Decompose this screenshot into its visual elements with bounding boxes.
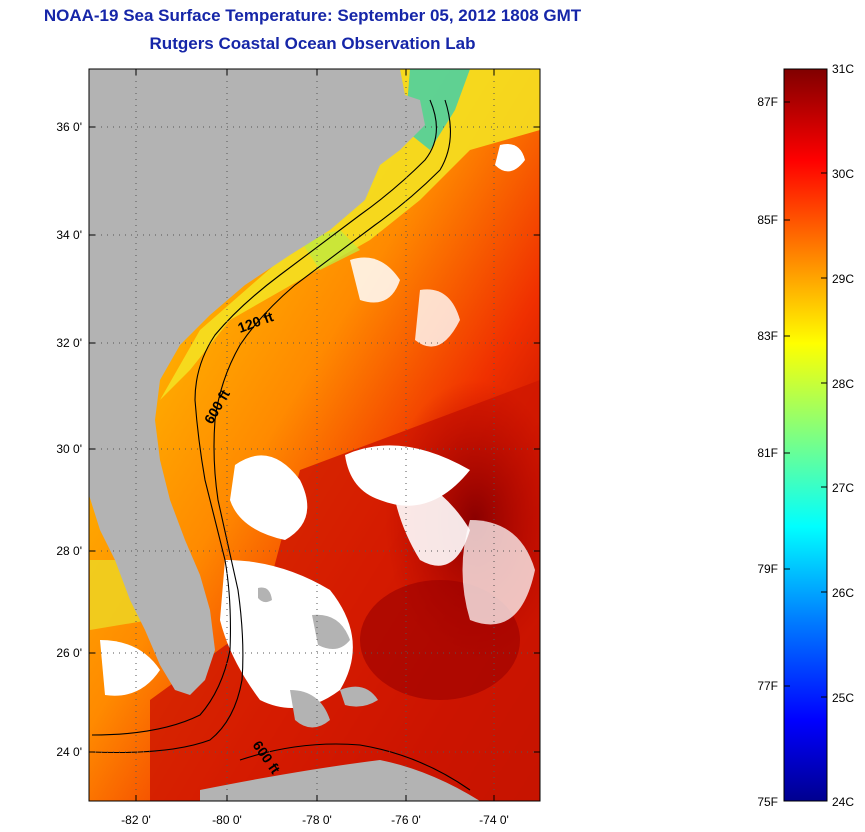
land-island — [312, 614, 350, 649]
lat-label: 24 0' — [56, 745, 82, 759]
cloud-patch — [390, 470, 470, 566]
fahrenheit-label: 75F — [757, 795, 778, 809]
lon-label: -76 0' — [391, 813, 421, 827]
lat-label: 32 0' — [56, 336, 82, 350]
land-mainland — [89, 69, 425, 695]
cloud-patch — [220, 560, 353, 708]
lon-label: -74 0' — [479, 813, 509, 827]
bathymetry-contours — [91, 99, 471, 791]
map-grid — [89, 69, 540, 801]
land-island — [340, 686, 378, 707]
lat-label: 34 0' — [56, 228, 82, 242]
colorbar-gradient — [783, 68, 828, 802]
contour-600ft — [91, 99, 451, 754]
lon-label: -78 0' — [302, 813, 332, 827]
lat-label: 28 0' — [56, 544, 82, 558]
lon-label: -82 0' — [121, 813, 151, 827]
fahrenheit-label: 81F — [757, 446, 778, 460]
fahrenheit-label: 77F — [757, 679, 778, 693]
lat-label: 26 0' — [56, 646, 82, 660]
celsius-label: 26C — [832, 586, 854, 600]
contour-south — [239, 743, 471, 791]
lat-label: 36 0' — [56, 120, 82, 134]
cloud-patch — [100, 640, 160, 696]
cloud-patch — [230, 455, 308, 540]
lat-label: 30 0' — [56, 442, 82, 456]
colorbar-ticks — [784, 101, 827, 698]
celsius-label: 29C — [832, 272, 854, 286]
celsius-label: 31C — [832, 62, 854, 76]
map-frame — [88, 68, 541, 802]
celsius-label: 28C — [832, 377, 854, 391]
fahrenheit-label: 85F — [757, 213, 778, 227]
axis-ticks — [89, 69, 540, 801]
contour-120ft — [91, 99, 437, 736]
land-island — [258, 587, 272, 603]
coastal-cool-band — [160, 69, 540, 400]
fahrenheit-label: 83F — [757, 329, 778, 343]
fahrenheit-label: 87F — [757, 95, 778, 109]
celsius-label: 27C — [832, 481, 854, 495]
land-cuba — [200, 760, 480, 801]
land-island — [290, 690, 330, 728]
celsius-label: 30C — [832, 167, 854, 181]
cloud-patch — [462, 520, 535, 625]
map-subtitle: Rutgers Coastal Ocean Observation Lab — [149, 34, 476, 53]
fahrenheit-label: 79F — [757, 562, 778, 576]
map-title: NOAA-19 Sea Surface Temperature: Septemb… — [43, 6, 582, 25]
northern-cool-water — [405, 69, 470, 150]
lon-label: -80 0' — [212, 813, 242, 827]
celsius-label: 25C — [832, 691, 854, 705]
cloud-patch — [495, 144, 525, 172]
celsius-label: 24C — [832, 795, 854, 809]
